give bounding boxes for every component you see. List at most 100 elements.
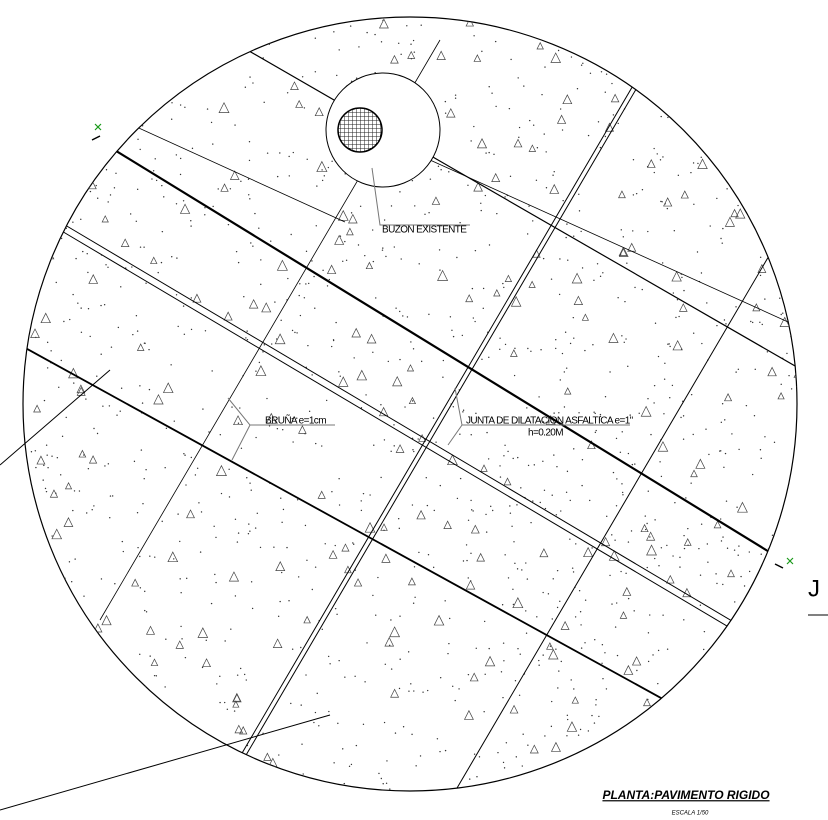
aggregate-dot xyxy=(83,181,84,182)
aggregate-dot xyxy=(804,98,805,99)
aggregate-dot xyxy=(514,563,515,564)
aggregate-dot xyxy=(56,217,57,218)
aggregate-dot xyxy=(695,25,696,26)
aggregate-dot xyxy=(282,429,283,430)
aggregate-dot xyxy=(406,25,407,26)
aggregate-dot xyxy=(166,770,167,771)
aggregate-dot xyxy=(84,92,85,93)
aggregate-dot xyxy=(219,702,220,703)
aggregate-dot xyxy=(245,87,246,88)
aggregate-dot xyxy=(191,297,192,298)
aggregate-dot xyxy=(542,461,543,462)
aggregate-dot xyxy=(92,509,93,510)
aggregate-dot xyxy=(481,51,482,52)
aggregate-dot xyxy=(749,551,750,552)
aggregate-dot xyxy=(140,246,141,247)
aggregate-dot xyxy=(224,640,225,641)
aggregate-dot xyxy=(342,748,343,749)
aggregate-dot xyxy=(358,244,359,245)
aggregate-dot xyxy=(280,498,281,499)
aggregate-dot xyxy=(579,590,580,591)
aggregate-dot xyxy=(616,438,617,439)
aggregate-dot xyxy=(786,134,787,135)
aggregate-dot xyxy=(80,22,81,23)
aggregate-dot xyxy=(658,785,659,786)
aggregate-dot xyxy=(239,407,240,408)
aggregate-dot xyxy=(190,220,191,221)
aggregate-dot xyxy=(383,783,384,784)
aggregate-dot xyxy=(399,359,400,360)
aggregate-dot xyxy=(668,761,669,762)
aggregate-triangle xyxy=(37,235,45,243)
aggregate-dot xyxy=(390,619,391,620)
aggregate-dot xyxy=(525,610,526,611)
aggregate-dot xyxy=(512,589,513,590)
aggregate-dot xyxy=(292,649,293,650)
aggregate-dot xyxy=(73,382,74,383)
aggregate-dot xyxy=(791,533,792,534)
aggregate-dot xyxy=(304,297,305,298)
aggregate-dot xyxy=(192,148,193,149)
aggregate-dot xyxy=(455,700,456,701)
aggregate-dot xyxy=(693,434,694,435)
aggregate-dot xyxy=(704,126,705,127)
aggregate-dot xyxy=(212,206,213,207)
aggregate-dot xyxy=(51,455,52,456)
aggregate-dot xyxy=(211,122,212,123)
aggregate-dot xyxy=(351,764,352,765)
aggregate-dot xyxy=(80,219,81,220)
aggregate-dot xyxy=(248,194,249,195)
aggregate-dot xyxy=(22,282,23,283)
aggregate-dot xyxy=(751,30,752,31)
aggregate-dot xyxy=(240,668,241,669)
aggregate-dot xyxy=(543,258,544,259)
aggregate-dot xyxy=(381,778,382,779)
aggregate-dot xyxy=(24,246,25,247)
aggregate-dot xyxy=(46,100,47,101)
aggregate-dot xyxy=(729,752,730,753)
aggregate-dot xyxy=(625,74,626,75)
aggregate-dot xyxy=(463,410,464,411)
aggregate-triangle xyxy=(65,153,73,161)
aggregate-dot xyxy=(294,332,295,333)
aggregate-triangle xyxy=(798,560,805,567)
aggregate-dot xyxy=(143,246,144,247)
aggregate-dot xyxy=(121,388,122,389)
aggregate-dot xyxy=(772,55,773,56)
aggregate-dot xyxy=(322,270,323,271)
aggregate-dot xyxy=(331,491,332,492)
aggregate-dot xyxy=(290,703,291,704)
aggregate-dot xyxy=(163,196,164,197)
aggregate-dot xyxy=(642,189,643,190)
aggregate-dot xyxy=(667,344,668,345)
aggregate-dot xyxy=(592,344,593,345)
aggregate-dot xyxy=(688,712,689,713)
aggregate-dot xyxy=(412,400,413,401)
aggregate-dot xyxy=(31,285,32,286)
aggregate-dot xyxy=(445,750,446,751)
aggregate-dot xyxy=(485,152,486,153)
aggregate-dot xyxy=(584,350,585,351)
aggregate-triangle xyxy=(26,60,35,69)
aggregate-dot xyxy=(624,342,625,343)
aggregate-dot xyxy=(26,157,27,158)
aggregate-dot xyxy=(580,624,581,625)
aggregate-dot xyxy=(752,474,753,475)
aggregate-dot xyxy=(322,180,323,181)
aggregate-dot xyxy=(227,709,228,710)
aggregate-dot xyxy=(809,268,810,269)
aggregate-dot xyxy=(49,120,50,121)
aggregate-dot xyxy=(594,639,595,640)
aggregate-dot xyxy=(538,660,539,661)
aggregate-dot xyxy=(697,251,698,252)
aggregate-dot xyxy=(177,326,178,327)
aggregate-dot xyxy=(727,548,728,549)
aggregate-dot xyxy=(221,493,222,494)
aggregate-dot xyxy=(721,422,722,423)
aggregate-dot xyxy=(62,436,63,437)
aggregate-dot xyxy=(109,148,110,149)
aggregate-dot xyxy=(116,84,117,85)
aggregate-dot xyxy=(87,272,88,273)
aggregate-dot xyxy=(601,71,602,72)
aggregate-dot xyxy=(560,108,561,109)
